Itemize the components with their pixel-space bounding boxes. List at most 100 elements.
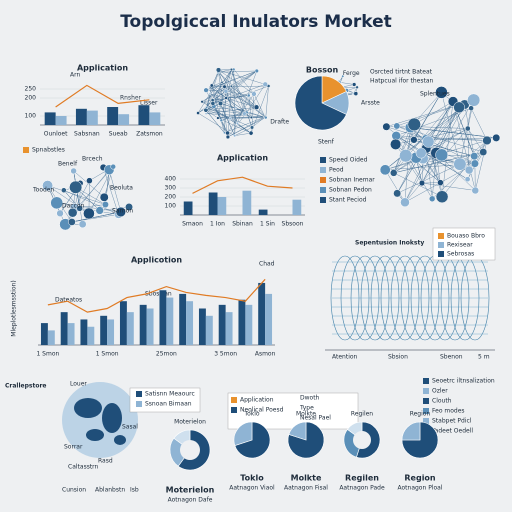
legend-swatch [438, 242, 444, 248]
pie-slice [233, 421, 253, 446]
network-edge [225, 90, 249, 96]
network-node [235, 121, 239, 125]
annotation: Application [240, 397, 274, 404]
network-edge [73, 170, 105, 198]
network-edge [395, 135, 433, 199]
bar [245, 304, 253, 345]
bar [55, 116, 67, 125]
annotation: Tooden [32, 187, 54, 194]
network-node [229, 67, 234, 72]
network-node [110, 163, 116, 170]
chart-subtitle: Toklo [240, 474, 264, 483]
annotation: Satisnn Meaourc [145, 391, 195, 398]
bar [205, 315, 213, 345]
network-edge [234, 132, 252, 136]
annotation: Sepentusion Inoksty [355, 240, 424, 247]
network-edge [414, 101, 454, 125]
annotation: Rexisear [447, 242, 473, 249]
network-edge [218, 72, 232, 87]
chart-title: Toklo [243, 411, 259, 418]
network-node [216, 116, 220, 120]
annotation: Sbsion [388, 354, 408, 361]
bar [166, 297, 174, 345]
network-node [99, 192, 109, 202]
bar [126, 312, 134, 345]
legend-label: Sobnan Pedon [329, 187, 372, 194]
bar [217, 197, 227, 215]
annotation: Sbossian [145, 291, 172, 298]
network-edge [265, 86, 269, 118]
network-node [400, 197, 410, 208]
network-node [492, 133, 501, 142]
annotation: Tadeet Oedell [431, 428, 473, 435]
network-edge [230, 117, 266, 119]
network-node [467, 93, 481, 107]
network-node [219, 118, 224, 123]
network-edge [421, 182, 476, 191]
network-edge [71, 214, 119, 223]
bar [179, 293, 187, 345]
network-edge [224, 116, 266, 134]
x-tick-label: Smaon [182, 221, 203, 228]
annotation: Caltasstrn [68, 464, 99, 471]
network-node [468, 105, 474, 111]
annotation: Isb [130, 487, 139, 494]
bar [44, 112, 56, 125]
slice-label: Drafte [270, 118, 289, 125]
x-tick-label: 1 Ion [210, 221, 225, 228]
annotation: Nesal Pael [300, 415, 331, 422]
network-node [233, 134, 237, 138]
network-node [410, 136, 418, 144]
annotation: Ozler [432, 388, 448, 395]
network-node [215, 67, 222, 73]
network-node [453, 101, 465, 114]
network-node [223, 88, 229, 94]
legend-swatch [320, 167, 326, 173]
network-edge [71, 211, 121, 223]
network-node [248, 130, 254, 136]
legend-swatch [320, 197, 326, 203]
network-node [228, 116, 232, 120]
network-node [209, 83, 214, 88]
bar [149, 112, 161, 125]
network-node [56, 209, 64, 217]
annotation: Sorrar [64, 444, 83, 451]
bar [67, 323, 75, 345]
annotation: Spnabstles [32, 147, 65, 154]
network-node [471, 186, 480, 195]
network-node [242, 111, 247, 116]
network-edge [452, 101, 476, 191]
legend-swatch [23, 147, 29, 153]
pie-slice [288, 421, 307, 441]
network-node [95, 206, 104, 215]
pie-slice [343, 429, 363, 458]
network-edge [234, 127, 253, 136]
legend-label: Peod [329, 167, 344, 174]
chart-title: Moterielon [174, 419, 206, 426]
x-tick-label: 1 Smon [96, 351, 119, 358]
legend-swatch [438, 251, 444, 257]
annotation: Sarnon [112, 208, 133, 215]
network-node [222, 84, 227, 89]
y-tick-label: 200 [25, 95, 37, 102]
annotation: Chad [259, 261, 275, 268]
network-edge [218, 72, 229, 137]
network-edge [205, 72, 219, 111]
network-edge [220, 103, 235, 136]
network-node [125, 203, 134, 212]
network-node [101, 201, 109, 209]
network-edge [211, 85, 257, 108]
network-edge [386, 126, 422, 154]
legend-swatch [320, 157, 326, 163]
bar [225, 312, 233, 345]
network-edge [211, 85, 227, 99]
x-tick-label: Ounloet [44, 131, 68, 138]
network-node [353, 91, 359, 96]
network-node [422, 135, 435, 148]
network-node [61, 187, 67, 193]
annotation: Beoluta [110, 185, 133, 192]
network-node [418, 179, 426, 187]
network-edge [226, 95, 249, 99]
network-node [382, 122, 391, 131]
network-node [262, 81, 268, 88]
